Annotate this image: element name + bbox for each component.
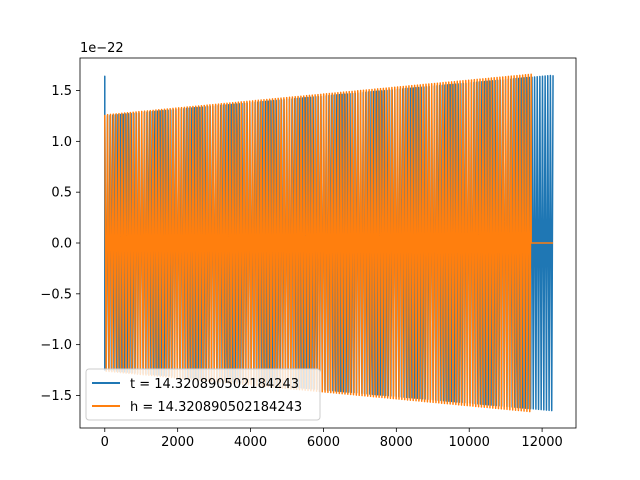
legend-box <box>85 368 321 421</box>
legend: t = 14.320890502184243 h = 14.3208905021… <box>85 368 321 421</box>
x-tick-label: 8000 <box>380 435 413 450</box>
x-tick-label: 10000 <box>449 435 490 450</box>
y-tick-label: 0.0 <box>51 237 72 252</box>
y-tick-label: 0.5 <box>51 186 72 201</box>
y-axis: −1.5 −1.0 −0.5 0.0 0.5 1.0 1.5 <box>40 84 80 404</box>
x-axis: 0 2000 4000 6000 8000 10000 12000 <box>101 428 563 450</box>
y-tick-label: −1.0 <box>40 338 72 353</box>
x-tick-label: 2000 <box>161 435 194 450</box>
x-tick-label: 4000 <box>234 435 267 450</box>
y-tick-label: −0.5 <box>40 287 72 302</box>
legend-label-h: h = 14.320890502184243 <box>130 400 302 415</box>
x-tick-label: 12000 <box>521 435 562 450</box>
x-tick-label: 0 <box>101 435 109 450</box>
legend-label-t: t = 14.320890502184243 <box>130 377 299 392</box>
y-tick-label: −1.5 <box>40 389 72 404</box>
x-tick-label: 6000 <box>307 435 340 450</box>
y-offset-label: 1e−22 <box>80 41 124 56</box>
y-tick-label: 1.0 <box>51 135 72 150</box>
y-tick-label: 1.5 <box>51 84 72 99</box>
